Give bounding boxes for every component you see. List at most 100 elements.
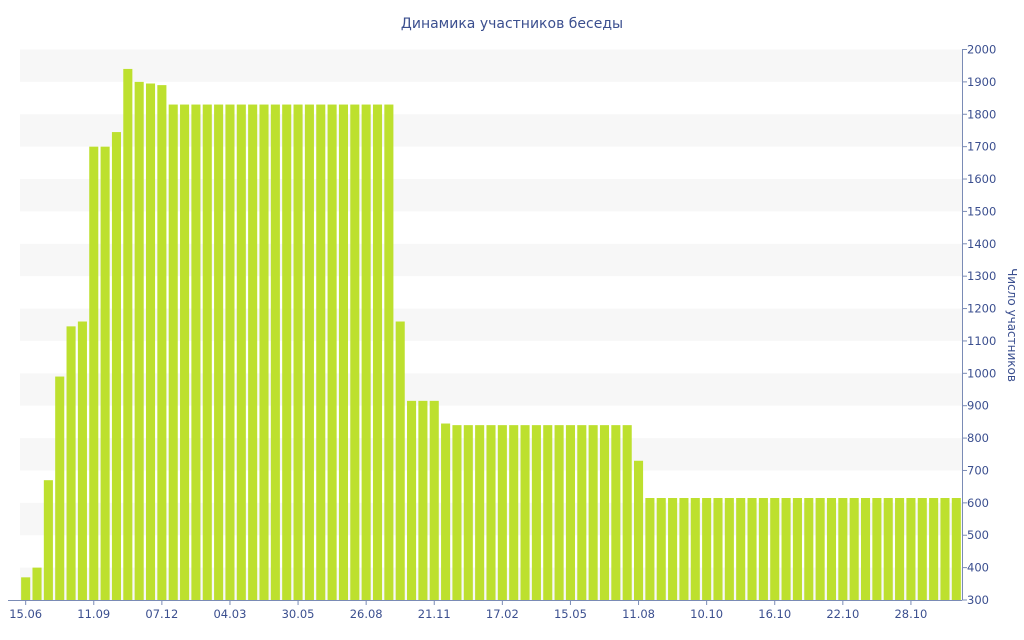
bar (225, 104, 235, 601)
bar (656, 498, 666, 600)
y-tick-label: 1800 (967, 107, 996, 121)
bar (895, 498, 905, 600)
bar (804, 498, 814, 600)
bar (917, 498, 927, 600)
bar (520, 425, 530, 600)
bar (645, 498, 655, 600)
bar (236, 104, 246, 601)
bar (293, 104, 303, 601)
bar (724, 498, 734, 600)
bar (872, 498, 882, 600)
bar (599, 425, 610, 600)
bar (554, 425, 564, 600)
bar (123, 68, 133, 601)
bar (860, 498, 871, 600)
bar (940, 498, 950, 600)
y-tick-label: 800 (967, 431, 989, 445)
bar (441, 423, 451, 600)
bar (134, 81, 144, 600)
x-tick-label: 07.12 (145, 607, 178, 621)
y-tick-label: 2000 (967, 43, 996, 57)
bar (270, 104, 280, 601)
bar (89, 146, 99, 600)
bar (372, 104, 383, 601)
y-tick-label: 300 (967, 593, 989, 607)
x-tick-label: 10.10 (690, 607, 723, 621)
bar (815, 498, 825, 600)
bar (66, 326, 76, 600)
y-tick-label: 700 (967, 463, 989, 477)
bar (509, 425, 519, 600)
bar (690, 498, 700, 600)
y-tick-label: 1000 (967, 366, 996, 380)
bar (214, 104, 224, 601)
y-tick-label: 500 (967, 528, 989, 542)
bar (577, 425, 587, 600)
bar (497, 425, 507, 600)
bar (668, 498, 678, 600)
grid-band (20, 49, 962, 82)
bar (55, 376, 65, 600)
bar (384, 104, 394, 601)
bar (826, 498, 837, 600)
bar (702, 498, 712, 600)
y-tick-label: 1700 (967, 140, 996, 154)
bar (282, 104, 292, 601)
bar (634, 460, 644, 600)
bar (951, 498, 961, 600)
bar (906, 498, 916, 600)
bar (463, 425, 473, 600)
bar (770, 498, 780, 600)
bar (168, 104, 178, 601)
y-axis-label: Число участников (1005, 268, 1019, 382)
bar (259, 104, 269, 601)
x-tick-label: 17.02 (486, 607, 519, 621)
y-tick-label: 1100 (967, 334, 996, 348)
bar (111, 132, 122, 600)
y-tick-label: 1600 (967, 172, 996, 186)
bar (588, 425, 598, 600)
x-tick-label: 26.08 (350, 607, 383, 621)
x-tick-label: 30.05 (282, 607, 315, 621)
bar (452, 425, 462, 600)
bar (622, 425, 632, 600)
bar (679, 498, 689, 600)
bar (350, 104, 360, 601)
y-tick-label: 1200 (967, 302, 996, 316)
bar (191, 104, 201, 601)
x-tick-label: 16.10 (758, 607, 791, 621)
x-tick-label: 04.03 (213, 607, 246, 621)
bar (736, 498, 746, 600)
y-tick-label: 1300 (967, 269, 996, 283)
bar (781, 498, 791, 600)
bar (883, 498, 893, 600)
x-tick-label: 15.06 (9, 607, 42, 621)
x-tick-label: 11.08 (622, 607, 655, 621)
y-tick-label: 1900 (967, 75, 996, 89)
bar (338, 104, 348, 601)
bar (611, 425, 621, 600)
bar (32, 567, 42, 600)
y-tick-label: 900 (967, 399, 989, 413)
bar (565, 425, 575, 600)
axes-group: 15.06 11.09 07.12 04.03 30.05 26.08 21.11 17.02… (8, 43, 996, 621)
bar (758, 498, 768, 600)
bar (157, 85, 167, 601)
bar (838, 498, 848, 600)
bar (361, 104, 371, 601)
bar (475, 425, 485, 600)
bar (747, 498, 757, 600)
bar (145, 83, 156, 600)
bar (792, 498, 802, 600)
bar (248, 104, 258, 601)
x-tick-label: 11.09 (77, 607, 110, 621)
bar (395, 321, 405, 600)
bar (486, 425, 496, 600)
bar (180, 104, 190, 601)
bar (713, 498, 723, 600)
chart-title: Динамика участников беседы (401, 16, 623, 32)
y-tick-label: 600 (967, 496, 989, 510)
bar (429, 400, 439, 600)
bar (21, 577, 31, 600)
